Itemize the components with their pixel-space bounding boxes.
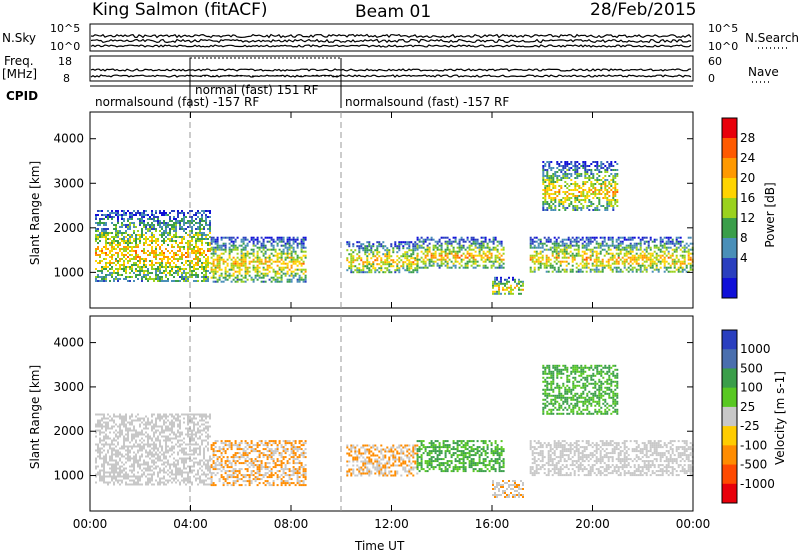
power-echo-region-6 — [529, 236, 694, 273]
nsky-strip-frame — [89, 23, 694, 52]
x-axis-title: Time UT — [355, 539, 405, 553]
xtick-label-5: 20:00 — [575, 517, 610, 531]
nave-tick-bottom: 0 — [708, 72, 715, 85]
velocity-colorbar-tick-6: -100 — [740, 438, 767, 452]
freq-label: Freq. — [4, 54, 34, 68]
nsky-tick-bottom: 10^0 — [50, 40, 81, 53]
velocity-colorbar-tick-2: 500 — [740, 361, 763, 375]
power-colorbar-tick-1: 28 — [740, 131, 755, 145]
power-echo-region-1 — [95, 210, 211, 282]
velocity-colorbar-swatch-5 — [722, 406, 737, 427]
velocity-echo-region-3 — [346, 444, 419, 477]
velocity-colorbar-swatch-9 — [722, 483, 737, 504]
velocity-colorbar-swatch-7 — [722, 445, 737, 466]
velocity-colorbar-tick-5: -25 — [740, 419, 760, 433]
date-title: 28/Feb/2015 — [590, 0, 697, 20]
power-colorbar-tick-7: 4 — [740, 251, 748, 265]
xtick-label-4: 16:00 — [475, 517, 510, 531]
nsky-floor-trace — [90, 44, 692, 48]
power-panel-frame — [89, 111, 694, 309]
freq-tick-bottom: 8 — [63, 72, 70, 85]
velocity-colorbar-tick-4: 25 — [740, 400, 755, 414]
power-ytick-label-2000: 2000 — [53, 221, 84, 235]
velocity-colorbar-swatch-2 — [722, 349, 737, 369]
power-colorbar-tick-4: 16 — [740, 191, 755, 205]
power-colorbar-swatch-3 — [722, 158, 737, 179]
power-echo-region-7 — [542, 161, 619, 211]
nave-trace — [90, 74, 692, 78]
nsky-trace — [90, 33, 692, 39]
velocity-ytick-label-2000: 2000 — [53, 424, 84, 438]
velocity-echo-region-4 — [416, 440, 505, 473]
power-echo-region-4 — [416, 236, 505, 269]
nsearch-label: N.Search — [745, 31, 800, 45]
xtick-label-1: 04:00 — [173, 517, 208, 531]
cpid-label: CPID — [6, 89, 39, 103]
velocity-colorbar-tick-1: 1000 — [740, 342, 771, 356]
power-colorbar-swatch-9 — [722, 278, 737, 299]
nsearch-trace — [90, 38, 692, 44]
cpid-segment-2: normal (fast) 151 RF — [195, 83, 319, 97]
nsearch-tick-top: 10^5 — [708, 22, 739, 35]
velocity-colorbar-tick-3: 100 — [740, 381, 763, 395]
cpid-segment-3: normalsound (fast) -157 RF — [345, 95, 510, 109]
nsky-label: N.Sky — [2, 31, 37, 45]
beam-title: Beam 01 — [355, 2, 432, 22]
velocity-ytick-label-4000: 4000 — [53, 336, 84, 350]
power-colorbar-swatch-8 — [722, 258, 737, 279]
nave-label: Nave — [748, 65, 779, 79]
power-echo-region-5 — [492, 276, 524, 295]
cpid-fast-box — [189, 57, 342, 77]
velocity-colorbar-frame — [721, 329, 738, 504]
velocity-echo-region-7 — [542, 364, 619, 415]
velocity-colorbar-tick-8: -1000 — [740, 477, 775, 491]
velocity-colorbar-swatch-3 — [722, 368, 737, 389]
velocity-colorbar-swatch-1 — [722, 330, 737, 350]
velocity-colorbar-swatch-4 — [722, 387, 737, 408]
freq-trace — [90, 68, 692, 72]
power-ytick-label-4000: 4000 — [53, 132, 84, 146]
freq-strip-frame — [89, 55, 694, 82]
nsky-tick-top: 10^5 — [50, 22, 81, 35]
power-colorbar-tick-3: 20 — [740, 171, 755, 185]
nsearch-tick-bottom: 10^0 — [708, 40, 739, 53]
xtick-label-2: 08:00 — [274, 517, 309, 531]
velocity-colorbar-swatch-8 — [722, 464, 737, 485]
power-colorbar-tick-5: 12 — [740, 211, 755, 225]
power-colorbar-swatch-7 — [722, 238, 737, 259]
velocity-echo-region-1 — [95, 413, 211, 486]
velocity-colorbar-swatch-6 — [722, 426, 737, 446]
velocity-ytick-label-3000: 3000 — [53, 380, 84, 394]
power-colorbar-swatch-2 — [722, 138, 737, 159]
power-ytick-label-3000: 3000 — [53, 176, 84, 190]
velocity-echo-region-2 — [210, 440, 307, 487]
power-colorbar-swatch-1 — [722, 118, 737, 139]
power-colorbar-tick-2: 24 — [740, 151, 755, 165]
freq-unit: [MHz] — [2, 67, 38, 81]
nave-tick-top: 60 — [708, 55, 722, 68]
velocity-ytick-label-1000: 1000 — [53, 469, 84, 483]
xtick-label-0: 00:00 — [73, 517, 108, 531]
power-colorbar-frame — [721, 117, 738, 299]
xtick-label-6: 00:00 — [676, 517, 711, 531]
power-colorbar-swatch-5 — [722, 198, 737, 219]
power-colorbar-swatch-4 — [722, 178, 737, 199]
velocity-echo-region-5 — [492, 480, 524, 498]
station-title: King Salmon (fitACF) — [92, 0, 268, 20]
power-ytick-label-1000: 1000 — [53, 265, 84, 279]
power-colorbar-tick-6: 8 — [740, 231, 748, 245]
power-colorbar-swatch-6 — [722, 218, 737, 239]
velocity-echo-region-6 — [529, 440, 694, 477]
power-echo-region-3 — [346, 241, 419, 274]
cpid-segment-1: normalsound (fast) -157 RF — [95, 95, 260, 109]
xtick-label-3: 12:00 — [374, 517, 409, 531]
power-echo-region-2 — [210, 236, 307, 283]
velocity-colorbar-tick-7: -500 — [740, 458, 767, 472]
freq-tick-top: 18 — [58, 55, 72, 68]
